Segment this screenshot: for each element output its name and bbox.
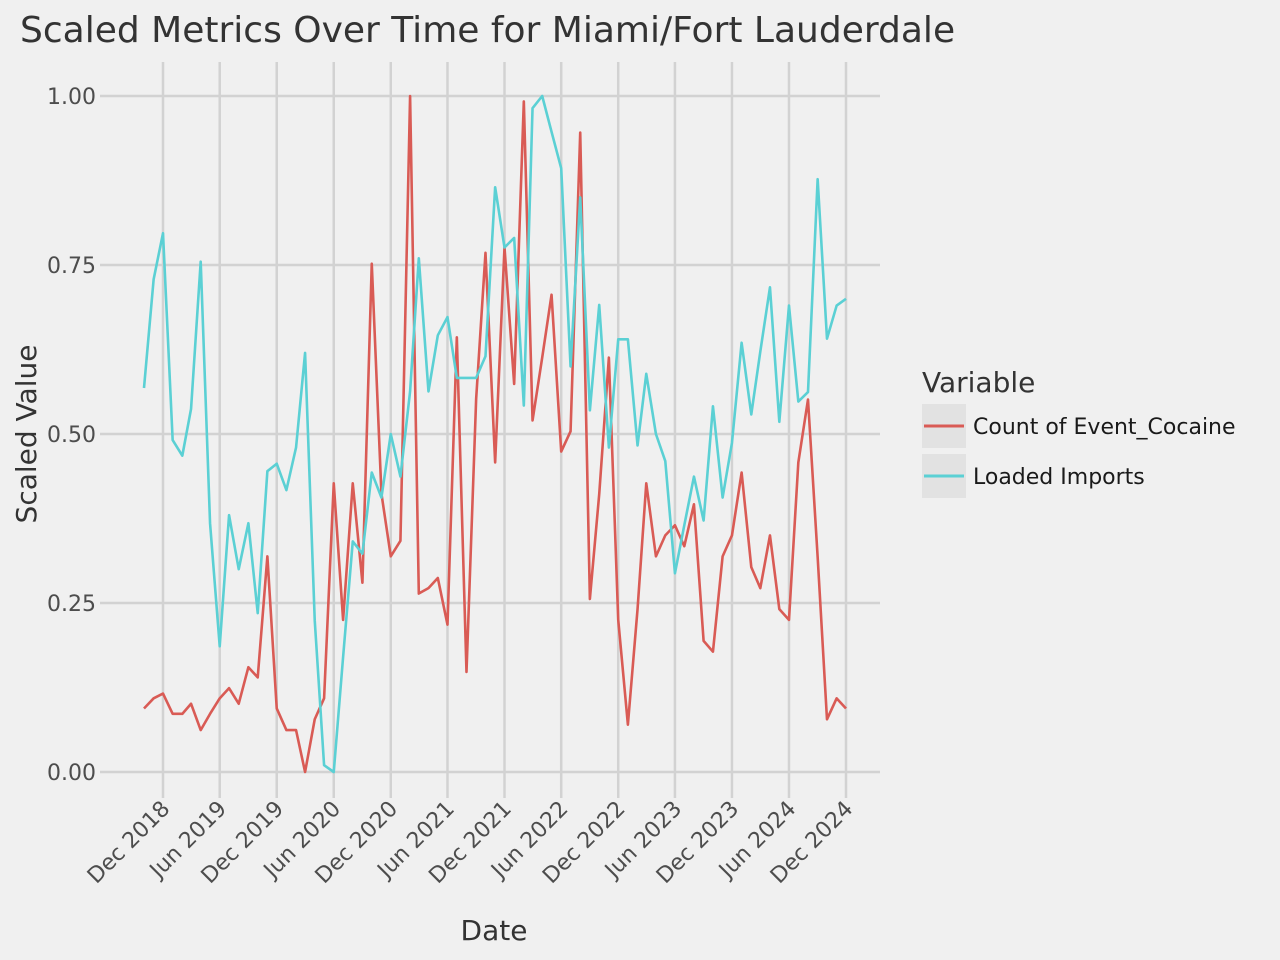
y-axis-title: Scaled Value (10, 345, 43, 524)
y-tick-label: 0.25 (47, 592, 96, 617)
series-line-count-of-event-cocaine (143, 94, 847, 774)
series-line-loaded-imports (142, 94, 847, 774)
y-tick-label: 0.75 (47, 254, 96, 279)
series-layer (142, 94, 847, 774)
legend-title: Variable (922, 366, 1035, 399)
legend-label: Count of Event_Cocaine (973, 415, 1236, 440)
legend-label: Loaded Imports (973, 465, 1145, 490)
y-tick-label: 1.00 (47, 85, 96, 110)
x-axis-title: Date (461, 914, 528, 947)
chart-title: Scaled Metrics Over Time for Miami/Fort … (20, 10, 955, 51)
y-tick-label: 0.00 (47, 761, 96, 786)
grid (108, 62, 880, 790)
y-tick-label: 0.50 (47, 423, 96, 448)
y-axis-ticks: 0.00 0.25 0.50 0.75 1.00 (47, 85, 108, 786)
legend: Variable Count of Event_Cocaine Loaded Im… (922, 366, 1236, 498)
